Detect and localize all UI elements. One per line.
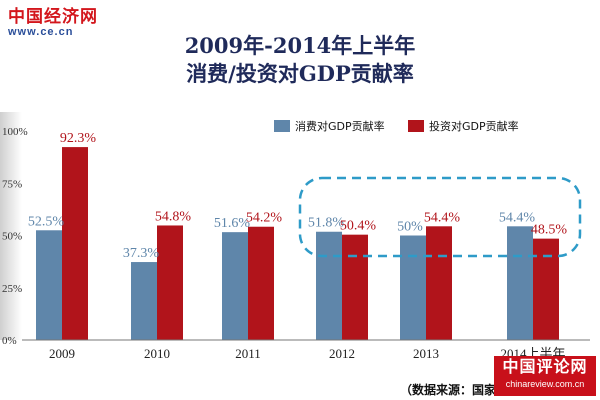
data-label: 92.3% [60, 131, 97, 146]
data-label: 52.5% [28, 214, 65, 229]
bar-consumption-2009 [36, 230, 62, 340]
data-label: 51.6% [214, 216, 251, 231]
data-label: 50.4% [340, 219, 377, 234]
legend-item-consumption: 消费对GDP贡献率 [274, 118, 385, 134]
y-axis-band [0, 112, 22, 340]
bar-consumption-2014上半年 [507, 226, 533, 340]
logo-url: www.ce.cn [8, 26, 74, 38]
bar-consumption-2010 [131, 262, 157, 340]
logo-text: 中国经济网 [8, 7, 98, 27]
legend-label-consumption: 消费对GDP贡献率 [295, 120, 385, 133]
data-label: 54.8% [155, 209, 192, 224]
legend-swatch-investment [408, 120, 424, 132]
legend-swatch-consumption [274, 120, 290, 132]
data-label: 48.5% [531, 223, 568, 238]
x-tick-label: 2011 [235, 346, 261, 361]
x-tick-label: 2009 [49, 346, 75, 361]
y-tick-label: 0% [2, 335, 17, 347]
bar-consumption-2013 [400, 235, 426, 340]
x-tick-label: 2012 [329, 346, 355, 361]
x-tick-label: 2013 [413, 346, 439, 361]
data-label: 51.8% [308, 216, 345, 231]
bar-investment-2012 [342, 234, 368, 340]
watermark-logo: 中国评论网 chinareview.com.cn [494, 356, 596, 396]
data-label: 50% [397, 220, 423, 235]
legend-item-investment: 投资对GDP贡献率 [408, 118, 519, 134]
y-tick-label: 25% [2, 283, 22, 295]
data-label: 54.4% [424, 210, 461, 225]
bar-investment-2014上半年 [533, 238, 559, 340]
x-tick-label: 2010 [144, 346, 170, 361]
bar-investment-2011 [248, 226, 274, 340]
site-logo[interactable]: 中国经济网 www.ce.cn [8, 8, 104, 39]
y-tick-label: 100% [2, 126, 28, 138]
chart-subtitle: 消费/投资对GDP贡献率 [186, 61, 414, 86]
highlight-box [298, 176, 582, 258]
bar-investment-2010 [157, 225, 183, 340]
y-tick-label: 50% [2, 231, 22, 243]
y-tick-label: 75% [2, 178, 22, 190]
bar-consumption-2012 [316, 231, 342, 340]
bar-investment-2013 [426, 226, 452, 340]
chart-title: 2009年-2014年上半年 [184, 33, 416, 58]
legend-label-investment: 投资对GDP贡献率 [429, 120, 519, 133]
data-label: 54.2% [246, 211, 283, 226]
data-label: 54.4% [499, 210, 536, 225]
bar-consumption-2011 [222, 232, 248, 340]
bar-investment-2009 [62, 147, 88, 340]
data-label: 37.3% [123, 246, 160, 261]
